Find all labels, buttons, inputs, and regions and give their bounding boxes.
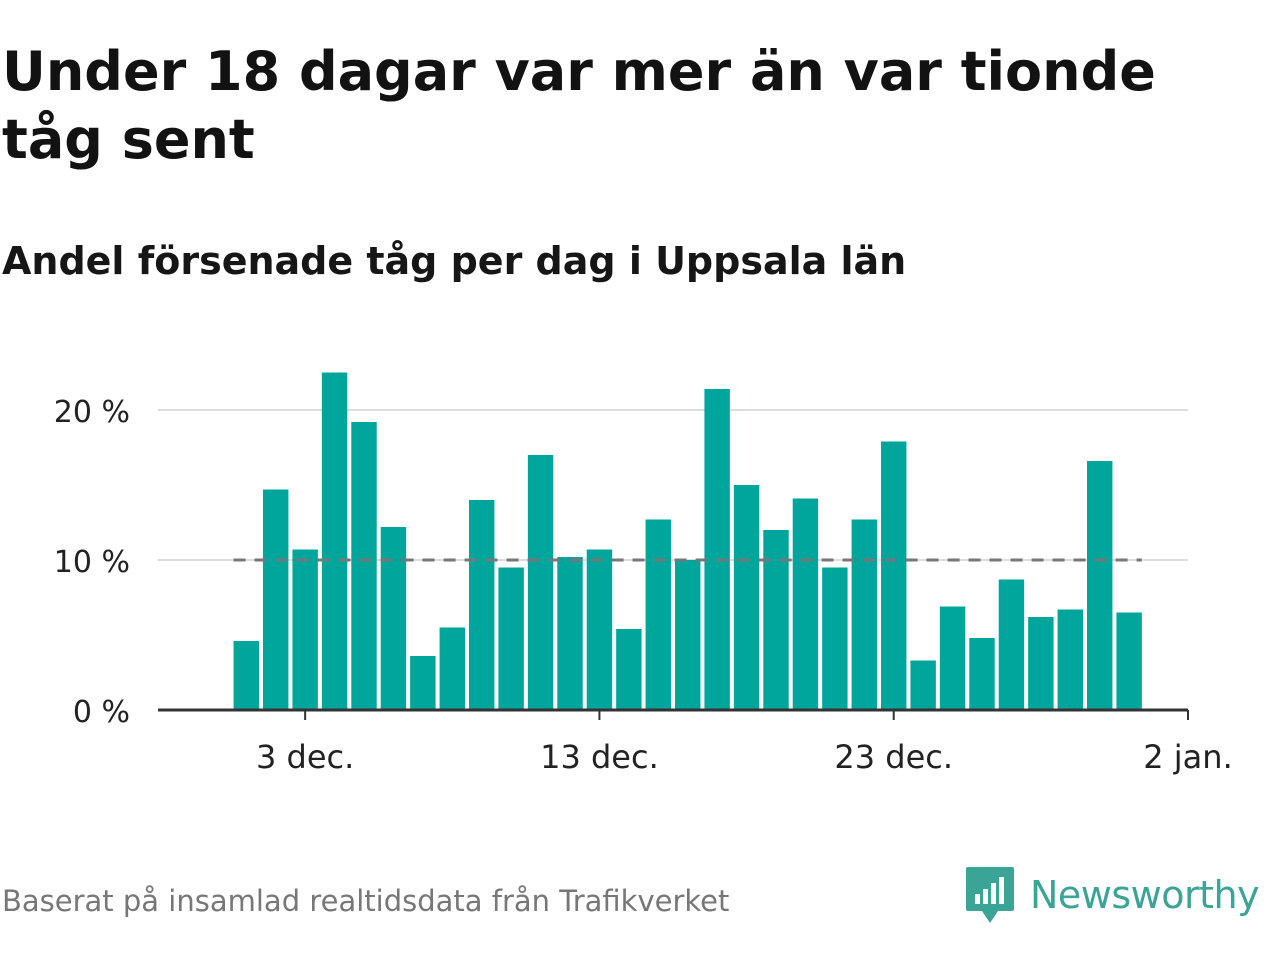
bar-2023-12-25 xyxy=(939,606,966,710)
bar-2023-12-03 xyxy=(292,549,318,710)
bar-2023-12-08 xyxy=(439,627,465,710)
bar-chart: 0 % 10 % 20 % 3 dec. 13 dec. 23 dec. 2 jan. xyxy=(54,372,1233,776)
x-tick-label: 23 dec. xyxy=(834,738,953,776)
bar-2023-12-18 xyxy=(733,485,760,710)
bar-2023-12-10 xyxy=(498,567,524,710)
bar-2023-12-13 xyxy=(586,549,613,710)
bar-2023-12-06 xyxy=(380,527,407,710)
axes: 0 % 10 % 20 % 3 dec. 13 dec. 23 dec. 2 jan. xyxy=(54,395,1233,776)
x-tick-label: 3 dec. xyxy=(256,738,354,776)
bar-2023-12-04 xyxy=(321,372,348,710)
bar-2023-12-23 xyxy=(881,441,907,710)
bar-2023-12-21 xyxy=(822,567,848,710)
bar-2023-12-28 xyxy=(1028,617,1054,710)
x-tick-label: 2 jan. xyxy=(1143,738,1232,776)
bar-2023-12-24 xyxy=(910,660,936,710)
bar-2023-12-17 xyxy=(704,389,730,710)
bar-2023-12-19 xyxy=(763,530,789,710)
bar-2023-12-27 xyxy=(998,579,1025,710)
chart-title: Under 18 dagar var mer än var tionde tåg… xyxy=(2,40,1156,171)
bar-series xyxy=(233,372,1142,710)
bar-2023-12-31 xyxy=(1116,612,1142,710)
bar-2023-12-30 xyxy=(1087,461,1113,710)
y-tick-label: 20 % xyxy=(54,395,130,430)
source-note: Baserat på insamlad realtidsdata från Tr… xyxy=(2,884,730,918)
bar-2023-12-15 xyxy=(645,519,671,710)
y-tick-label: 0 % xyxy=(73,695,130,730)
bar-2023-12-05 xyxy=(351,422,377,710)
bar-2023-12-07 xyxy=(410,656,436,710)
bar-2023-12-29 xyxy=(1057,609,1083,710)
bar-2023-12-01 xyxy=(233,641,259,710)
bar-2023-12-02 xyxy=(263,489,289,710)
bar-2023-12-14 xyxy=(616,629,642,710)
bar-2023-12-12 xyxy=(557,557,583,710)
bar-2023-12-22 xyxy=(851,519,877,710)
bar-2023-12-09 xyxy=(469,500,495,710)
bar-2023-12-11 xyxy=(527,455,554,710)
brand-name: Newsworthy xyxy=(1030,873,1260,917)
x-tick-label: 13 dec. xyxy=(540,738,659,776)
brand-logo: Newsworthy xyxy=(964,864,1260,926)
bar-2023-12-16 xyxy=(675,560,701,710)
y-tick-label: 10 % xyxy=(54,545,130,580)
bar-2023-12-26 xyxy=(969,638,995,710)
newsworthy-logo-icon xyxy=(966,867,1014,923)
bar-2023-12-20 xyxy=(792,498,819,710)
chart-subtitle: Andel försenade tåg per dag i Uppsala lä… xyxy=(2,239,907,283)
grid-lines xyxy=(158,409,1188,561)
